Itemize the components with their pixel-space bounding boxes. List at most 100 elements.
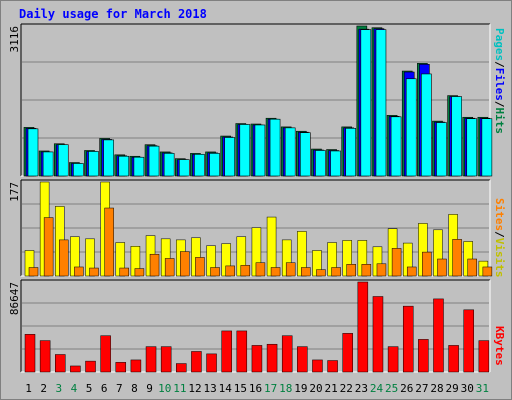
day-label-18: 18 [279,382,292,395]
bar-sites-day-5 [89,267,99,277]
bar-pages-day-9 [148,145,160,177]
bar-sites-day-14 [225,265,235,277]
bar-kbytes-day-15 [236,330,248,373]
bar-kbytes-day-21 [327,360,338,373]
day-label-24: 24 [370,382,384,395]
day-label-31: 31 [476,382,489,395]
day-label-3: 3 [56,382,63,395]
day-label-1: 1 [25,382,32,395]
legend-top-item-2: Files [493,68,506,101]
legend-middle-item-2: Visits [493,238,506,278]
bar-pages-day-14 [224,137,235,177]
bar-sites-day-3 [59,239,69,277]
bar-kbytes-day-13 [206,353,217,373]
bar-sites-day-4 [74,266,84,277]
bar-pages-day-24 [375,29,387,177]
bar-sites-day-15 [240,265,251,277]
day-label-20: 20 [309,382,322,395]
bar-kbytes-day-1 [24,334,36,373]
day-label-8: 8 [131,382,138,395]
bar-kbytes-day-4 [70,365,81,373]
day-label-7: 7 [116,382,123,395]
day-label-29: 29 [446,382,459,395]
bar-pages-day-23 [360,29,372,177]
bar-pages-day-27 [421,73,432,177]
day-label-28: 28 [430,382,443,395]
bar-pages-day-5 [88,151,99,177]
day-label-21: 21 [325,382,338,395]
day-label-12: 12 [188,382,201,395]
bar-kbytes-day-12 [191,351,202,373]
bar-pages-day-15 [239,124,251,177]
bar-pages-day-18 [284,127,296,177]
bar-kbytes-day-30 [463,309,474,373]
bar-sites-day-31 [482,266,493,277]
bar-kbytes-day-23 [357,281,369,373]
bar-pages-day-17 [269,118,281,177]
day-label-23: 23 [355,382,368,395]
bar-kbytes-day-14 [221,330,232,373]
bar-sites-day-12 [195,257,205,277]
day-label-17: 17 [264,382,277,395]
bar-sites-day-28 [437,258,447,277]
chart-title: Daily usage for March 2018 [19,7,207,21]
bar-sites-day-1 [28,267,39,277]
bar-kbytes-day-18 [281,335,293,373]
bar-visits-day-17 [266,216,277,277]
bar-pages-day-16 [254,124,266,177]
bar-pages-day-1 [27,128,39,177]
bar-pages-day-13 [209,153,220,177]
bar-sites-day-11 [180,251,190,277]
day-label-5: 5 [86,382,93,395]
bar-sites-day-25 [391,248,402,277]
day-label-11: 11 [173,382,186,395]
bar-kbytes-day-5 [85,360,96,373]
bar-pages-day-2 [42,151,54,177]
bar-pages-day-25 [390,116,402,177]
bar-pages-day-4 [73,163,84,177]
day-label-4: 4 [71,382,78,395]
day-label-16: 16 [249,382,262,395]
bar-sites-day-6 [104,207,114,277]
day-label-27: 27 [415,382,428,395]
bar-pages-day-22 [345,128,357,177]
legend-middle: Sites/Visits [493,198,506,278]
day-label-26: 26 [400,382,413,395]
bar-pages-day-19 [300,132,311,177]
bar-sites-day-2 [43,217,54,277]
bar-sites-day-10 [164,258,175,277]
bar-kbytes-day-7 [115,362,127,373]
bar-kbytes-day-10 [160,346,172,373]
legend-top-item-0: Pages [493,28,506,61]
bar-kbytes-day-26 [402,305,414,373]
legend-bottom-item-0: KBytes [493,326,506,366]
bar-kbytes-day-3 [55,354,66,373]
day-label-19: 19 [294,382,307,395]
bar-pages-day-3 [57,144,69,177]
day-label-9: 9 [146,382,153,395]
day-label-22: 22 [340,382,353,395]
bar-kbytes-day-17 [266,343,278,373]
bar-pages-day-11 [178,159,190,177]
visits-sites-panel-ymax-label: 177 [8,182,21,202]
bar-pages-day-31 [481,118,493,177]
bar-kbytes-day-28 [433,298,444,373]
day-label-30: 30 [461,382,474,395]
bar-kbytes-day-8 [130,359,142,373]
day-label-25: 25 [385,382,398,395]
bar-sites-day-26 [406,266,417,277]
bar-kbytes-day-16 [251,345,263,373]
legend-top: Pages/Files/Hits [493,28,506,134]
bar-kbytes-day-11 [176,363,187,373]
bar-sites-day-19 [301,267,311,277]
bar-sites-day-13 [210,267,220,277]
day-label-13: 13 [203,382,216,395]
kbytes-panel-ymax-label: 86647 [8,282,21,315]
bar-pages-day-12 [194,154,205,177]
bar-sites-day-9 [149,253,160,277]
bar-kbytes-day-24 [372,296,384,373]
bar-pages-day-28 [436,122,447,177]
bar-sites-day-17 [270,267,281,277]
day-label-14: 14 [219,382,233,395]
